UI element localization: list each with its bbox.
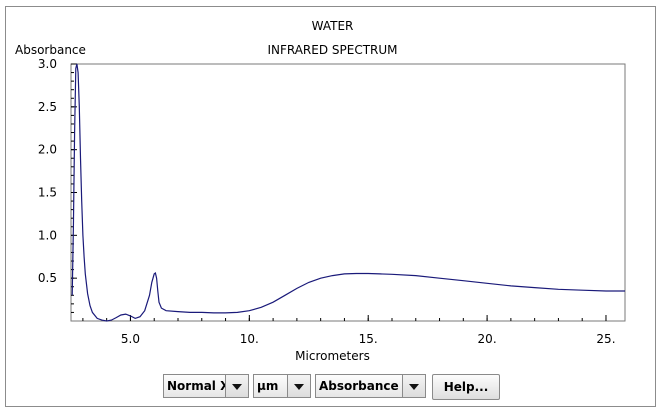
unit-value: µm (257, 379, 279, 393)
x-tick-label: 25. (596, 332, 615, 346)
x-tick-label: 15. (359, 332, 378, 346)
x-axis-label: Micrometers (295, 349, 370, 363)
unit-select[interactable]: µm (253, 374, 311, 398)
chevron-down-icon[interactable] (402, 375, 425, 397)
chart-subtitle: INFRARED SPECTRUM (267, 43, 398, 57)
x-tick-label: 5.0 (121, 332, 140, 346)
y-tick-label: 2.5 (38, 100, 57, 114)
x-tick-label: 10. (240, 332, 259, 346)
y-tick-label: 0.5 (38, 271, 57, 285)
help-button[interactable]: Help... (432, 374, 500, 400)
y-tick-label: 3.0 (38, 57, 57, 71)
x-mode-value: Normal X (167, 379, 230, 393)
spectrum-line (71, 63, 625, 322)
control-bar: Normal X µm Absorbance Help... (0, 374, 665, 400)
y-mode-value: Absorbance (319, 379, 399, 393)
chevron-down-icon[interactable] (225, 375, 248, 397)
y-tick-label: 1.0 (38, 228, 57, 242)
plot-area (70, 63, 626, 322)
chevron-down-icon[interactable] (287, 375, 310, 397)
y-axis-label: Absorbance (15, 43, 86, 57)
x-tick-label: 20. (478, 332, 497, 346)
chart-title: WATER (311, 19, 354, 33)
x-mode-select[interactable]: Normal X (163, 374, 249, 398)
y-mode-select[interactable]: Absorbance (315, 374, 426, 398)
y-tick-label: 1.5 (38, 186, 57, 200)
y-tick-label: 2.0 (38, 143, 57, 157)
